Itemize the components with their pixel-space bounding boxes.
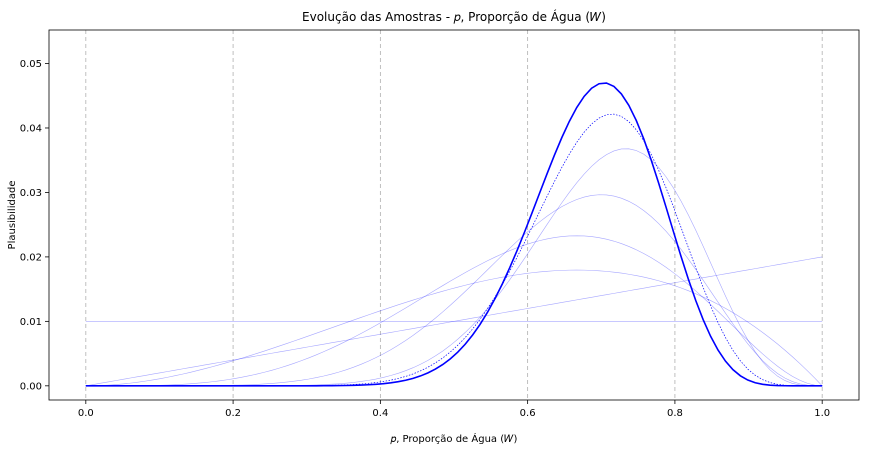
x-tick-label: 0.0 [78, 408, 94, 419]
y-axis-ticks: 0.00 0.01 0.02 0.03 0.04 0.05 [20, 59, 49, 392]
y-tick-label: 0.01 [20, 317, 42, 328]
x-tick-label: 0.4 [372, 408, 388, 419]
series-line [85, 194, 823, 387]
plot-frame [48, 29, 860, 401]
y-tick-label: 0.05 [20, 59, 42, 70]
series-line [85, 269, 823, 387]
series-line [85, 256, 823, 387]
grid [85, 30, 823, 400]
series-lines [85, 82, 823, 387]
x-tick-label: 1.0 [814, 408, 830, 419]
x-axis-label: 𝑝, Proporção de Água (𝑊) [390, 432, 518, 445]
x-axis-ticks: 0.0 0.2 0.4 0.6 0.8 1.0 [78, 400, 830, 419]
y-tick-label: 0.03 [20, 188, 42, 199]
series-line [85, 235, 823, 387]
y-tick-label: 0.00 [20, 381, 42, 392]
series-line [85, 82, 823, 387]
series-line [85, 148, 823, 387]
x-tick-label: 0.6 [520, 408, 536, 419]
y-axis-label: Plausibilidade [7, 181, 18, 250]
x-tick-label: 0.2 [225, 408, 241, 419]
series-line [85, 113, 823, 387]
y-tick-label: 0.04 [20, 123, 42, 134]
x-tick-label: 0.8 [667, 408, 683, 419]
y-tick-label: 0.02 [20, 252, 42, 263]
chart-title: Evolução das Amostras - 𝑝, Proporção de … [302, 9, 606, 24]
